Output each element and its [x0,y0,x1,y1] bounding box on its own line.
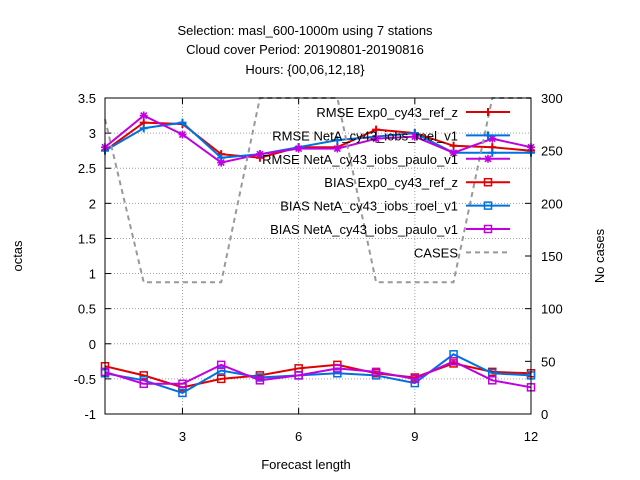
data-point [372,125,381,134]
chart-title: Selection: masl_600-1000m using 7 statio… [177,23,433,77]
data-point [449,357,458,366]
series-line [104,360,532,389]
y-tick-label: 1 [89,267,96,282]
data-point [139,111,148,120]
y2-tick-label: 250 [541,144,563,159]
data-point [178,388,187,398]
series-line-cases [104,97,531,284]
data-point [488,134,497,143]
legend-marker [484,154,492,163]
plot-frame [104,97,532,415]
data-point [216,360,226,370]
data-point [294,371,303,380]
legend-marker [483,201,493,210]
y-tick-label: -1 [84,407,96,422]
y-tick-label: 3 [89,126,96,141]
y2-tick-label: 50 [541,354,555,369]
title-line-2: Cloud cover Period: 20190801-20190816 [186,42,424,57]
data-point [255,150,264,159]
legend-marker [484,131,492,140]
data-point [255,376,265,385]
legend-label: RMSE NetA_cy43_iobs_roel_v1 [272,128,458,143]
data-point [294,144,303,153]
data-point [216,374,226,384]
y2-tick-label: 0 [541,407,548,422]
x-axis-label: Forecast length [261,457,351,472]
y-tick-label: -0.5 [74,372,96,387]
legend-label: BIAS NetA_cy43_iobs_roel_v1 [280,199,458,214]
data-point [139,379,148,389]
data-point [216,366,226,375]
title-line-3: Hours: {00,06,12,18} [245,62,365,77]
y-tick-label: 2 [89,196,96,211]
data-point [139,124,148,133]
data-point [410,374,420,384]
data-point [371,367,381,377]
y2-tick-label: 100 [541,302,563,317]
data-point [333,364,342,373]
y2-tick-label: 200 [541,196,563,211]
data-point [333,369,342,378]
data-point [372,134,381,143]
data-point [488,148,497,157]
y-tick-label: 3.5 [78,91,96,106]
data-point [449,141,458,150]
legend-label: RMSE NetA_cy43_iobs_paulo_v1 [262,152,458,167]
data-point [178,130,187,139]
series-line [104,121,531,159]
y-tick-label: 0.5 [78,302,96,317]
legend-label: CASES [414,245,458,260]
y-tick-label: 1.5 [78,231,96,246]
y2-tick-label: 300 [541,91,563,106]
title-line-1: Selection: masl_600-1000m using 7 statio… [177,23,433,38]
x-tick-label: 3 [179,429,186,444]
data-point [139,371,148,380]
grid [105,98,531,414]
x-tick-label: 12 [524,429,538,444]
x-tick-label: 6 [295,429,302,444]
legend-label: BIAS NetA_cy43_iobs_paulo_v1 [270,222,458,237]
y2-axis-label: No cases [592,228,607,283]
data-point [410,132,419,141]
series-3 [100,359,536,392]
legend-label: BIAS Exp0_cy43_ref_z [324,175,458,190]
series-4 [100,350,536,398]
data-point [178,118,187,127]
data-point [178,379,187,389]
legend-marker [483,177,493,187]
series-6 [104,97,531,284]
data-point [488,376,497,385]
data-point [333,144,342,153]
legend-marker [483,224,493,234]
data-point [217,158,226,167]
data-point [449,148,458,157]
series-line [104,353,532,394]
legend-marker [484,108,492,116]
legend: RMSE Exp0_cy43_ref_z RMSE NetA_cy43_iobs_… [262,105,510,260]
legend-label: RMSE Exp0_cy43_ref_z [316,105,458,120]
y2-tick-label: 150 [541,249,563,264]
x-tick-label: 9 [411,429,418,444]
y-tick-label: 0 [89,337,96,352]
y-axis-label: octas [10,240,25,272]
series-line [104,114,532,164]
y-tick-label: 2.5 [78,161,96,176]
data-point [333,136,342,145]
